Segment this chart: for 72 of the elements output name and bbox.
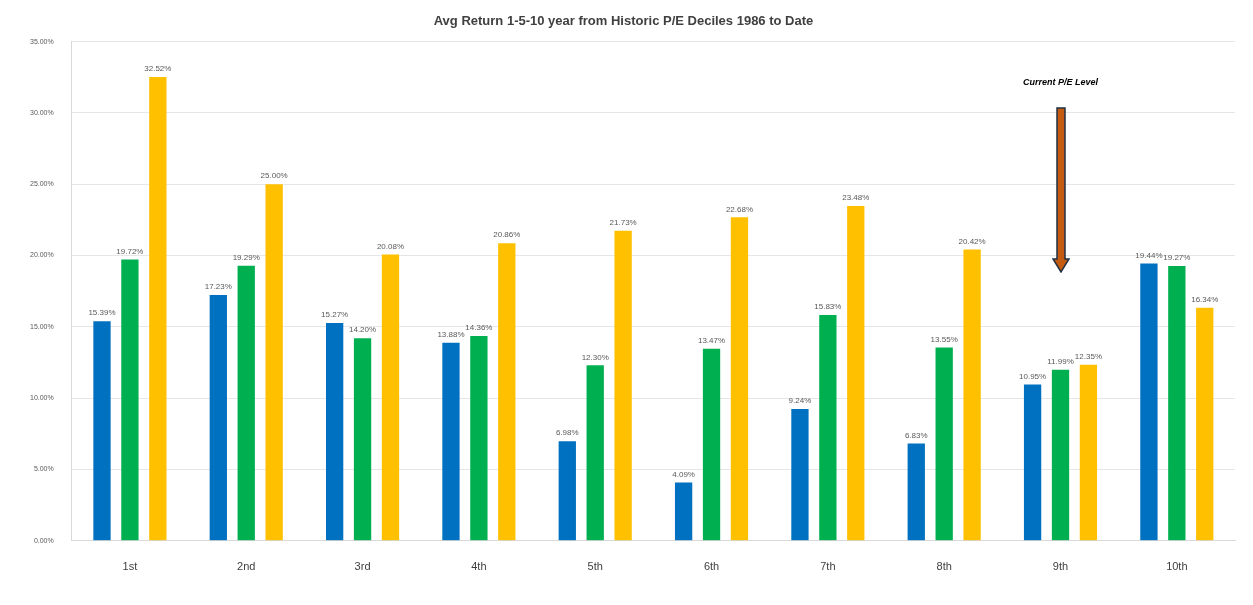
data-label: 20.08% [376, 241, 405, 251]
data-label: 12.35% [1074, 351, 1102, 361]
data-label: 21.73% [609, 218, 637, 228]
data-label: 19.44% [1135, 250, 1163, 260]
data-label: 11.99% [1047, 356, 1074, 366]
bar [353, 338, 372, 541]
data-label: 14.36% [465, 323, 493, 333]
x-tick-label: 5th [587, 560, 603, 573]
x-tick-label: 10th [1166, 560, 1188, 573]
bar [963, 249, 981, 541]
bar [470, 335, 488, 541]
bar [93, 321, 111, 541]
data-label: 22.68% [725, 204, 754, 214]
data-label: 19.29% [232, 252, 260, 262]
data-label: 9.24% [788, 396, 812, 406]
bar [1079, 364, 1098, 541]
bar [935, 347, 953, 541]
data-label: 15.39% [88, 308, 116, 318]
bar [1023, 384, 1042, 541]
annotation: Current P/E Level [1023, 76, 1099, 87]
data-label: 13.47% [697, 335, 726, 345]
x-tick-label: 1st [122, 560, 138, 573]
bar [791, 409, 809, 541]
x-tick-label: 6th [703, 560, 720, 573]
bar [498, 243, 516, 541]
x-tick-label: 3rd [354, 560, 371, 573]
bar [558, 441, 576, 541]
data-label: 19.72% [116, 246, 144, 256]
data-label: 15.83% [814, 302, 842, 312]
data-label: 20.86% [493, 230, 521, 240]
data-label: 15.27% [321, 310, 349, 320]
data-label: 12.30% [581, 352, 609, 362]
data-label: 32.52% [144, 64, 172, 74]
data-label: 4.09% [672, 469, 695, 479]
bar [1168, 265, 1186, 541]
data-label: 19.27% [1163, 253, 1191, 263]
x-tick-label: 7th [820, 560, 836, 573]
bar [1140, 263, 1158, 541]
bar [586, 365, 604, 541]
bar [121, 259, 139, 541]
x-tick-label: 9th [1052, 560, 1069, 573]
bar [847, 205, 865, 541]
bar [614, 230, 632, 541]
x-tick-label: 8th [936, 560, 952, 573]
bar [237, 265, 255, 541]
x-tick-label: 2nd [237, 560, 256, 573]
bar [209, 295, 227, 541]
data-label: 6.98% [555, 428, 579, 438]
bar [819, 315, 837, 541]
bar [1051, 369, 1070, 541]
data-label: 17.23% [204, 282, 232, 292]
bar [325, 323, 344, 541]
data-label: 13.88% [437, 330, 465, 340]
data-label: 6.83% [904, 430, 928, 440]
data-label: 13.55% [930, 334, 958, 344]
bar [381, 254, 400, 541]
bar [265, 184, 283, 541]
data-label: 25.00% [260, 171, 288, 181]
bar [442, 342, 460, 541]
x-tick-label: 4th [471, 560, 487, 573]
bar [907, 443, 925, 541]
data-label: 20.42% [958, 236, 986, 246]
bar [730, 217, 749, 541]
data-label: 23.48% [842, 193, 870, 203]
chart-title: Avg Return 1-5-10 year from Historic P/E Deciles 1986 to Date [433, 13, 814, 29]
data-label: 14.20% [348, 325, 377, 335]
data-label: 10.95% [1019, 371, 1047, 381]
data-label: 16.34% [1191, 294, 1219, 304]
bar [149, 76, 167, 541]
bar [1196, 307, 1214, 541]
bar [674, 482, 693, 541]
bar [702, 348, 721, 541]
